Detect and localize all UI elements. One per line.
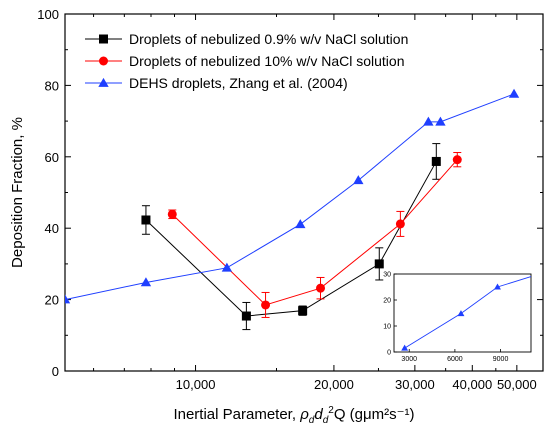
legend-marker-triangle [98,77,109,87]
x-tick-label: 10,000 [176,377,216,392]
legend-marker-circle [99,56,108,66]
x-axis-title-units: (gμm²s⁻¹) [345,406,414,423]
x-tick-label: 40,000 [452,377,492,392]
data-point-circle [316,283,326,293]
inset-x-tick-label: 3000 [401,356,417,363]
legend-marker-square [99,34,108,44]
inset-data-point [494,283,501,290]
data-point-square [241,311,251,321]
series-line-triangle [65,93,515,301]
data-point-triangle [295,219,306,229]
x-axis-title-rho-sub: d [309,415,315,426]
x-axis-title-lead: Inertial Parameter, [173,406,300,423]
data-point-triangle [353,175,364,185]
data-point-circle [167,209,177,219]
data-point-triangle [508,88,520,98]
x-axis-title-rho: ρ [299,406,309,423]
y-tick-label: 0 [52,364,59,379]
y-axis-title: Deposition Fraction, % [9,117,26,268]
x-axis-title-d: d [314,406,323,423]
data-point-circle [261,300,271,310]
data-point-square [141,215,151,225]
data-point-circle [452,155,462,165]
x-tick-label: 20,000 [314,377,354,392]
legend-label: Droplets of nebulized 10% w/v NaCl solut… [129,53,404,69]
x-tick-label: 30,000 [395,377,435,392]
y-tick-label: 60 [45,150,59,165]
y-tick-label: 80 [45,78,59,93]
data-point-square [374,259,384,269]
inset-y-tick-label: 30 [383,272,391,279]
inset-y-tick-label: 10 [383,324,391,331]
series-line-square [145,161,437,317]
data-point-triangle [140,277,152,287]
inset-x-tick-label: 9000 [493,356,509,363]
legend-label: Droplets of nebulized 0.9% w/v NaCl solu… [129,31,408,47]
inset-tick-labels: 0 10 20 30 3000 6000 9000 [383,272,508,364]
x-tick-label: 50,000 [497,377,537,392]
x-axis-title-q: Q [334,406,346,423]
inset-series-line [404,276,532,349]
inset-y-tick-label: 20 [383,298,391,305]
inset-data-point [457,310,465,317]
x-axis-title-sup: 2 [328,405,334,416]
x-axis-title-d-sub: d [323,415,329,426]
inset-y-tick-label: 0 [387,350,391,357]
data-point-triangle [435,116,446,126]
main-axis-ticks [65,13,543,372]
main-series-layer [65,88,520,331]
data-point-triangle [221,262,233,272]
data-point-square [298,306,308,316]
data-point-circle [395,219,405,229]
legend: Droplets of nebulized 0.9% w/v NaCl solu… [85,31,408,91]
data-point-triangle [423,116,434,126]
y-tick-label: 40 [45,221,59,236]
inset-data-point [401,344,409,351]
inset-plot: 0 10 20 30 3000 6000 9000 [383,272,532,364]
x-axis-title: Inertial Parameter, ρddd2Q (gμm²s⁻¹) [173,405,414,426]
data-point-triangle [65,294,71,304]
inset-series-layer [401,276,532,351]
inset-axis-ticks [394,273,501,353]
legend-label: DEHS droplets, Zhang et al. (2004) [129,75,348,91]
y-tick-label: 100 [37,7,59,22]
inset-x-tick-label: 6000 [447,356,463,363]
data-point-square [431,156,441,166]
y-tick-label: 20 [45,293,59,308]
